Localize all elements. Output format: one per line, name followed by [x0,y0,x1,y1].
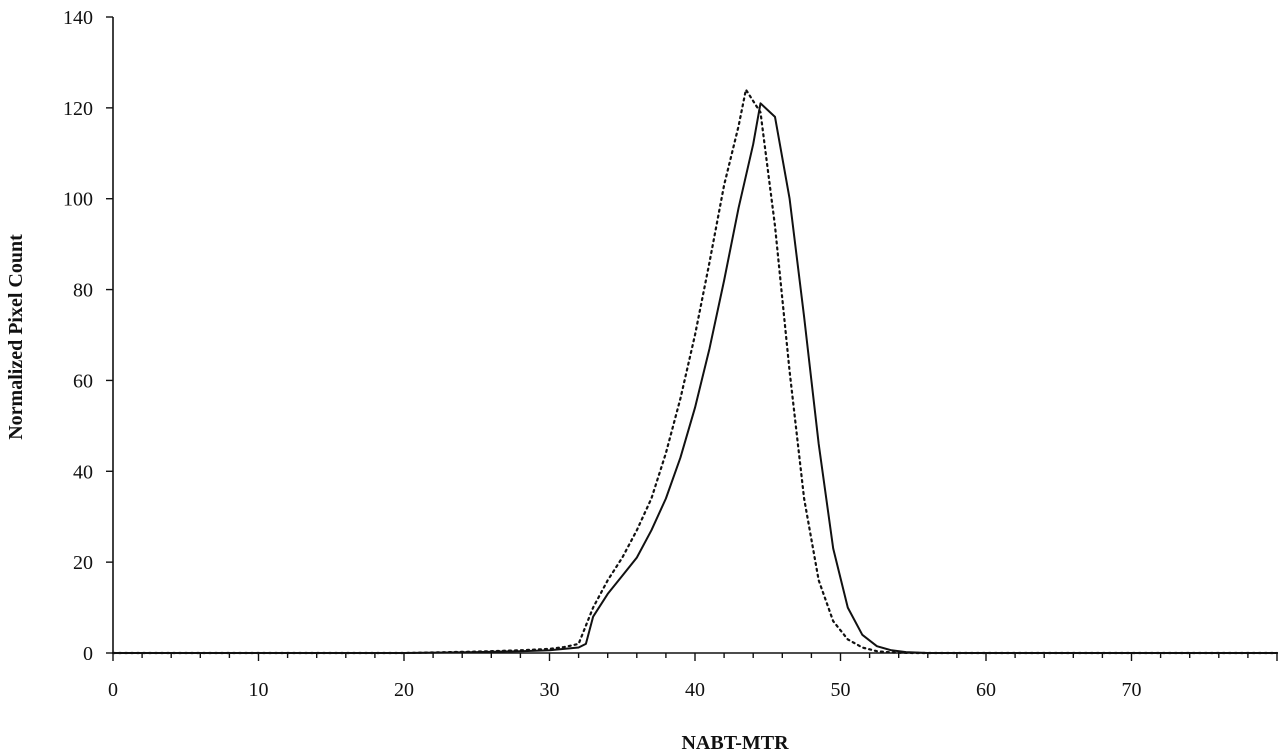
y-tick-label: 40 [73,461,93,483]
x-tick-label: 20 [394,679,414,701]
x-tick-label: 50 [831,679,851,701]
x-tick-label: 10 [249,679,269,701]
dotted-series-line [111,88,1279,655]
y-axis-title: Normalized Pixel Count [5,234,27,440]
y-tick-label: 20 [73,552,93,574]
x-tick-label: 30 [540,679,560,701]
y-tick-label: 80 [73,280,93,302]
x-tick-label: 60 [976,679,996,701]
x-tick-label: 70 [1122,679,1142,701]
x-ticks: 0 10 20 30 40 50 60 70 [108,653,1278,701]
y-tick-label: 140 [63,7,93,29]
series-layer [111,88,1279,655]
y-tick-label: 60 [73,370,93,392]
y-ticks: 0 20 40 60 80 100 120 140 [63,7,113,665]
solid-series-line [112,102,1278,654]
y-tick-label: 100 [63,189,93,211]
x-tick-label: 0 [108,679,118,701]
y-tick-label: 0 [83,643,93,665]
y-tick-label: 120 [63,98,93,120]
x-tick-label: 40 [685,679,705,701]
x-axis-title: NABT-MTR [681,732,789,754]
